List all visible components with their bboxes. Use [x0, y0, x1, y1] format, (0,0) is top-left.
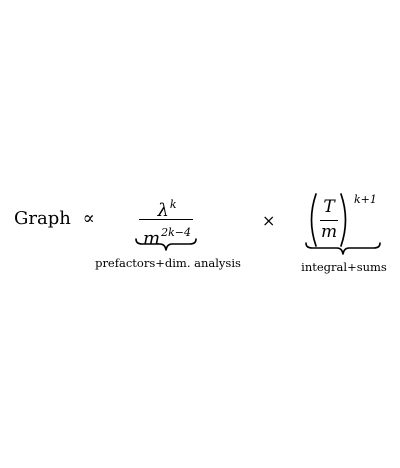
- temperature-mass-fraction: T m: [316, 197, 342, 247]
- prefactor-underbrace: [135, 238, 197, 251]
- temperature-fraction-bar: [320, 220, 338, 221]
- mass-exponent: 2k−4: [161, 226, 191, 239]
- prefactor-fraction-bar: [139, 219, 193, 220]
- temperature-symbol: T: [323, 197, 335, 217]
- integral-label: integral+sums: [301, 260, 387, 274]
- proportional-symbol: ∝: [82, 208, 95, 229]
- right-parenthesis: [340, 193, 347, 247]
- parenthesis-exponent: k+1: [354, 193, 377, 206]
- graph-word: Graph: [14, 208, 71, 229]
- lambda-exponent: k: [169, 198, 177, 211]
- lambda-symbol: λ: [157, 200, 169, 221]
- prefactor-numerator: λk: [136, 194, 198, 222]
- mass-denominator: m: [320, 222, 338, 242]
- prefactor-label: prefactors+dim. analysis: [95, 256, 241, 270]
- left-parenthesis: [310, 193, 317, 247]
- times-operator: ×: [262, 211, 276, 230]
- formula-lhs: Graph ∝: [14, 209, 95, 229]
- integral-underbrace: [305, 242, 381, 255]
